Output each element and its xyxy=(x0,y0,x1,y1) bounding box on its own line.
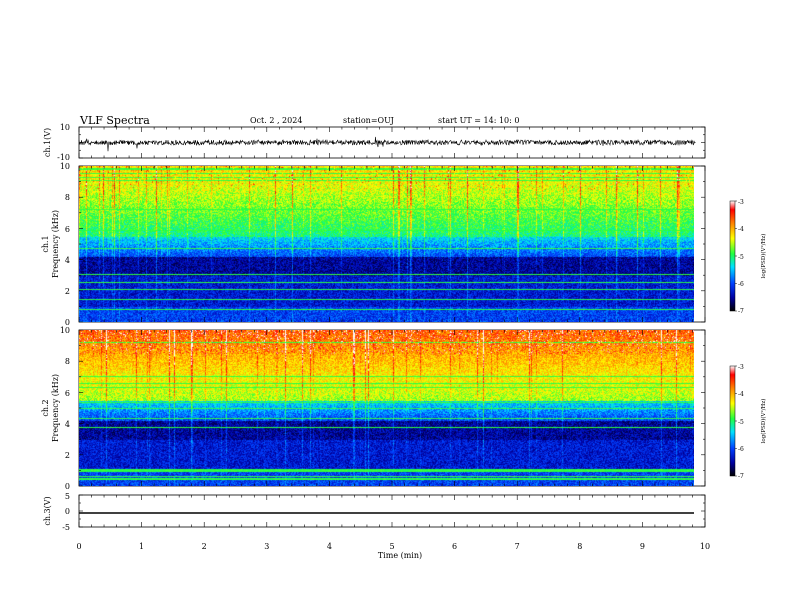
date-label: Oct. 2 , 2024 xyxy=(250,116,302,125)
ch1-colorbar-tick: -3 xyxy=(738,199,744,206)
ch2-colorbar-tick: -3 xyxy=(738,364,744,371)
ch1-waveform-ytick: 10 xyxy=(60,123,70,132)
ch1-colorbar xyxy=(729,200,736,312)
ch3-waveform-panel: 5 0 -5 ch.3(V) xyxy=(43,492,706,532)
ch2-spectrogram-ytick: 4 xyxy=(65,420,70,429)
station-label: station=OUJ xyxy=(343,116,394,125)
ch1-spectrogram-ylabel: Frequency (kHz) xyxy=(51,210,60,278)
ch1-spectrogram-ytick: 0 xyxy=(65,318,70,327)
ch1-spectrogram-ytick: 6 xyxy=(65,225,70,234)
ch3-waveform-ytick: -5 xyxy=(62,523,70,532)
x-axis-label: Time (min) xyxy=(378,551,422,560)
ch1-spectrogram-ytick: 4 xyxy=(65,256,70,265)
ch2-colorbar-label: log(PSD)(V²/Hz) xyxy=(760,399,767,444)
x-tick-label: 7 xyxy=(515,542,520,551)
ch1-waveform-trace xyxy=(78,136,696,152)
x-tick-label: 10 xyxy=(700,542,710,551)
ch1-spectrogram-image xyxy=(79,166,694,322)
x-tick-label: 9 xyxy=(640,542,645,551)
figure-title: VLF Spectra xyxy=(79,114,150,127)
x-tick-label: 5 xyxy=(389,542,394,551)
x-tick-label: 8 xyxy=(577,542,582,551)
ch2-spectrogram-ticks xyxy=(78,329,706,487)
start-time-label: start UT = 14: 10: 0 xyxy=(438,116,519,125)
ch1-waveform-ytick: -10 xyxy=(57,153,70,162)
ch1-waveform-panel: 10 -10 ch.1(V) xyxy=(43,123,706,162)
ch1-spectrogram-panel: 0 2 4 6 8 10 ch.1 Frequency (kHz) -3 -4 … xyxy=(41,162,767,327)
x-tick-label: 1 xyxy=(139,542,144,551)
ch1-spectrogram-ticks xyxy=(78,165,706,323)
ch2-colorbar-tick: -4 xyxy=(738,391,744,398)
ch1-colorbar-tick: -7 xyxy=(738,308,744,315)
ch2-colorbar xyxy=(729,365,736,477)
ch2-spectrogram-yticks: 0 2 4 6 8 10 xyxy=(60,326,70,491)
ch1-spectrogram-ytick: 10 xyxy=(60,162,70,171)
ch3-waveform-ytick: 5 xyxy=(65,492,70,501)
ch2-spectrogram-ytick: 8 xyxy=(65,357,70,366)
ch2-colorbar-tick: -5 xyxy=(738,419,744,426)
x-tick-label: 4 xyxy=(327,542,332,551)
ch2-spectrogram-channel-label: ch.2 xyxy=(41,399,50,416)
x-tick-label: 6 xyxy=(452,542,457,551)
ch3-waveform-frame xyxy=(78,494,706,528)
x-axis-tick-labels: 0 1 2 3 4 5 6 7 8 9 10 xyxy=(76,542,710,551)
ch2-colorbar-tick: -7 xyxy=(738,473,744,480)
ch1-colorbar-label: log(PSD)(V²/Hz) xyxy=(760,234,767,279)
ch1-spectrogram-channel-label: ch.1 xyxy=(41,235,50,252)
ch2-spectrogram-panel: 0 2 4 6 8 10 ch.2 Frequency (kHz) -3 -4 … xyxy=(41,326,767,491)
ch3-waveform-ytick: 0 xyxy=(65,507,70,516)
ch3-waveform-ylabel: ch.3(V) xyxy=(43,496,52,525)
ch1-waveform-ylabel: ch.1(V) xyxy=(43,128,52,157)
ch2-colorbar-tick: -6 xyxy=(738,446,744,453)
ch1-spectrogram-ytick: 8 xyxy=(65,193,70,202)
ch2-spectrogram-image xyxy=(79,330,694,486)
ch3-waveform-ticks xyxy=(78,494,706,528)
x-tick-label: 0 xyxy=(76,542,81,551)
x-tick-label: 3 xyxy=(264,542,269,551)
x-tick-label: 2 xyxy=(202,542,207,551)
ch1-colorbar-tick: -6 xyxy=(738,281,744,288)
ch2-colorbar-ticks xyxy=(735,365,737,477)
ch1-waveform-ticks xyxy=(78,126,706,159)
ch2-spectrogram-ytick: 2 xyxy=(65,451,70,460)
ch1-colorbar-tick: -4 xyxy=(738,226,744,233)
ch2-spectrogram-ylabel: Frequency (kHz) xyxy=(51,374,60,442)
ch2-spectrogram-ytick: 0 xyxy=(65,482,70,491)
ch2-spectrogram-ytick: 6 xyxy=(65,389,70,398)
ch1-colorbar-ticks xyxy=(735,200,737,312)
ch1-spectrogram-yticks: 0 2 4 6 8 10 xyxy=(60,162,70,327)
ch1-colorbar-tick: -5 xyxy=(738,254,744,261)
ch2-spectrogram-ytick: 10 xyxy=(60,326,70,335)
ch1-spectrogram-ytick: 2 xyxy=(65,287,70,296)
